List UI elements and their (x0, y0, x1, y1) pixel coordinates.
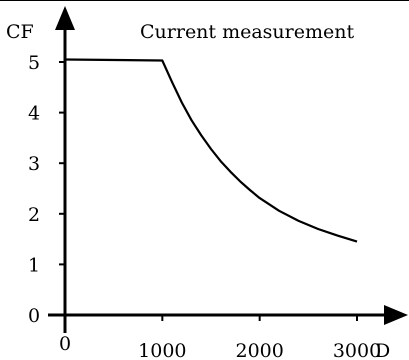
x-tick-label: 0 (59, 333, 71, 355)
y-axis-label: CF (6, 21, 34, 43)
y-axis-arrow (55, 6, 75, 30)
y-tick-label: 2 (28, 204, 40, 226)
y-tick-label: 4 (28, 103, 40, 125)
y-tick-label: 0 (28, 305, 40, 327)
y-tick-label: 3 (28, 153, 40, 175)
chart-title: Current measurement (140, 21, 354, 43)
ticks: 0 1 2 3 4 5 0 1000 2000 3000 (28, 52, 381, 360)
series (64, 58, 358, 243)
x-tick-label: 1000 (138, 340, 186, 360)
x-tick-label: 2000 (235, 340, 283, 360)
x-tick-label: 3000 (333, 340, 381, 360)
x-axis-arrow (384, 305, 408, 325)
axes (48, 6, 408, 333)
y-tick-label: 1 (28, 254, 40, 276)
series-line (64, 58, 358, 243)
x-axis-label: D (375, 340, 390, 360)
y-tick-label: 5 (28, 52, 40, 74)
